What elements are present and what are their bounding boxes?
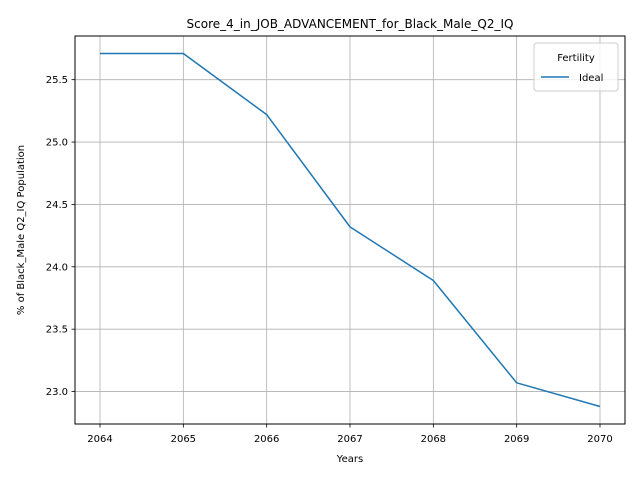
- x-tick-label: 2069: [504, 434, 529, 445]
- y-tick-label: 24.5: [46, 200, 68, 211]
- x-tick-label: 2067: [337, 434, 362, 445]
- y-tick-label: 25.0: [46, 138, 68, 149]
- y-tick-label: 23.5: [46, 325, 68, 336]
- x-tick-label: 2068: [421, 434, 446, 445]
- legend-box: [533, 42, 619, 92]
- x-tick-label: 2065: [171, 434, 196, 445]
- y-tick-label: 24.0: [46, 262, 68, 273]
- y-tick-label: 25.5: [46, 75, 68, 86]
- x-tick-label: 2070: [587, 434, 612, 445]
- x-tick-label: 2064: [87, 434, 112, 445]
- legend-title: Fertility: [557, 53, 595, 64]
- x-axis-ticks: 2064 2065 2066 2067 2068 2069 2070: [87, 424, 613, 445]
- y-axis-ticks: 23.0 23.5 24.0 24.5 25.0 25.5: [46, 75, 75, 398]
- legend-label-ideal: Ideal: [579, 73, 603, 84]
- y-axis-label: % of Black_Male Q2_IQ Population: [16, 145, 27, 315]
- legend: Fertility Ideal: [533, 42, 619, 92]
- y-tick-label: 23.0: [46, 387, 68, 398]
- x-axis-label: Years: [336, 454, 363, 465]
- chart-title: Score_4_in_JOB_ADVANCEMENT_for_Black_Mal…: [187, 17, 514, 31]
- grid-lines: [75, 36, 625, 424]
- series-line-ideal: [100, 52, 601, 408]
- x-tick-label: 2066: [254, 434, 279, 445]
- series-layer: [100, 52, 601, 408]
